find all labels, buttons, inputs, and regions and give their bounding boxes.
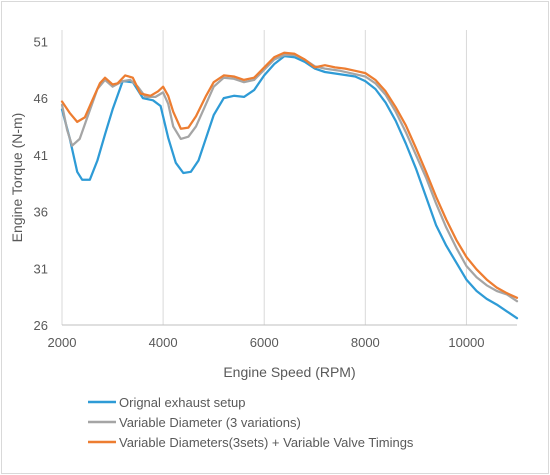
series-line-1 [60,54,519,320]
y-tick-label: 46 [34,91,48,106]
y-tick-label: 41 [34,148,48,163]
y-tick-label: 31 [34,261,48,276]
y-tick-labels: 26 31 36 41 46 51 [34,34,48,333]
x-tick-label: 10000 [448,335,484,350]
legend-label: Variable Diameters(3sets) + Variable Val… [119,435,414,450]
x-tick-label: 8000 [351,335,380,350]
x-tick-labels: 2000 4000 6000 8000 10000 [48,335,485,350]
series-line-3 [60,51,519,299]
x-tick-label: 2000 [48,335,77,350]
x-axis-title: Engine Speed (RPM) [223,364,355,380]
x-tick-label: 4000 [149,335,178,350]
series-lines [60,51,519,320]
x-tick-label: 6000 [250,335,279,350]
gridlines [61,30,467,325]
y-axis-title: Engine Torque (N-m) [9,113,25,243]
series-line-2 [60,53,519,303]
legend-label: Orignal exhaust setup [119,395,245,410]
y-tick-label: 26 [34,318,48,333]
y-tick-label: 36 [34,205,48,220]
legend-label: Variable Diameter (3 variations) [119,415,301,430]
y-tick-label: 51 [34,34,48,49]
legend: Orignal exhaust setup Variable Diameter (… [88,395,414,450]
